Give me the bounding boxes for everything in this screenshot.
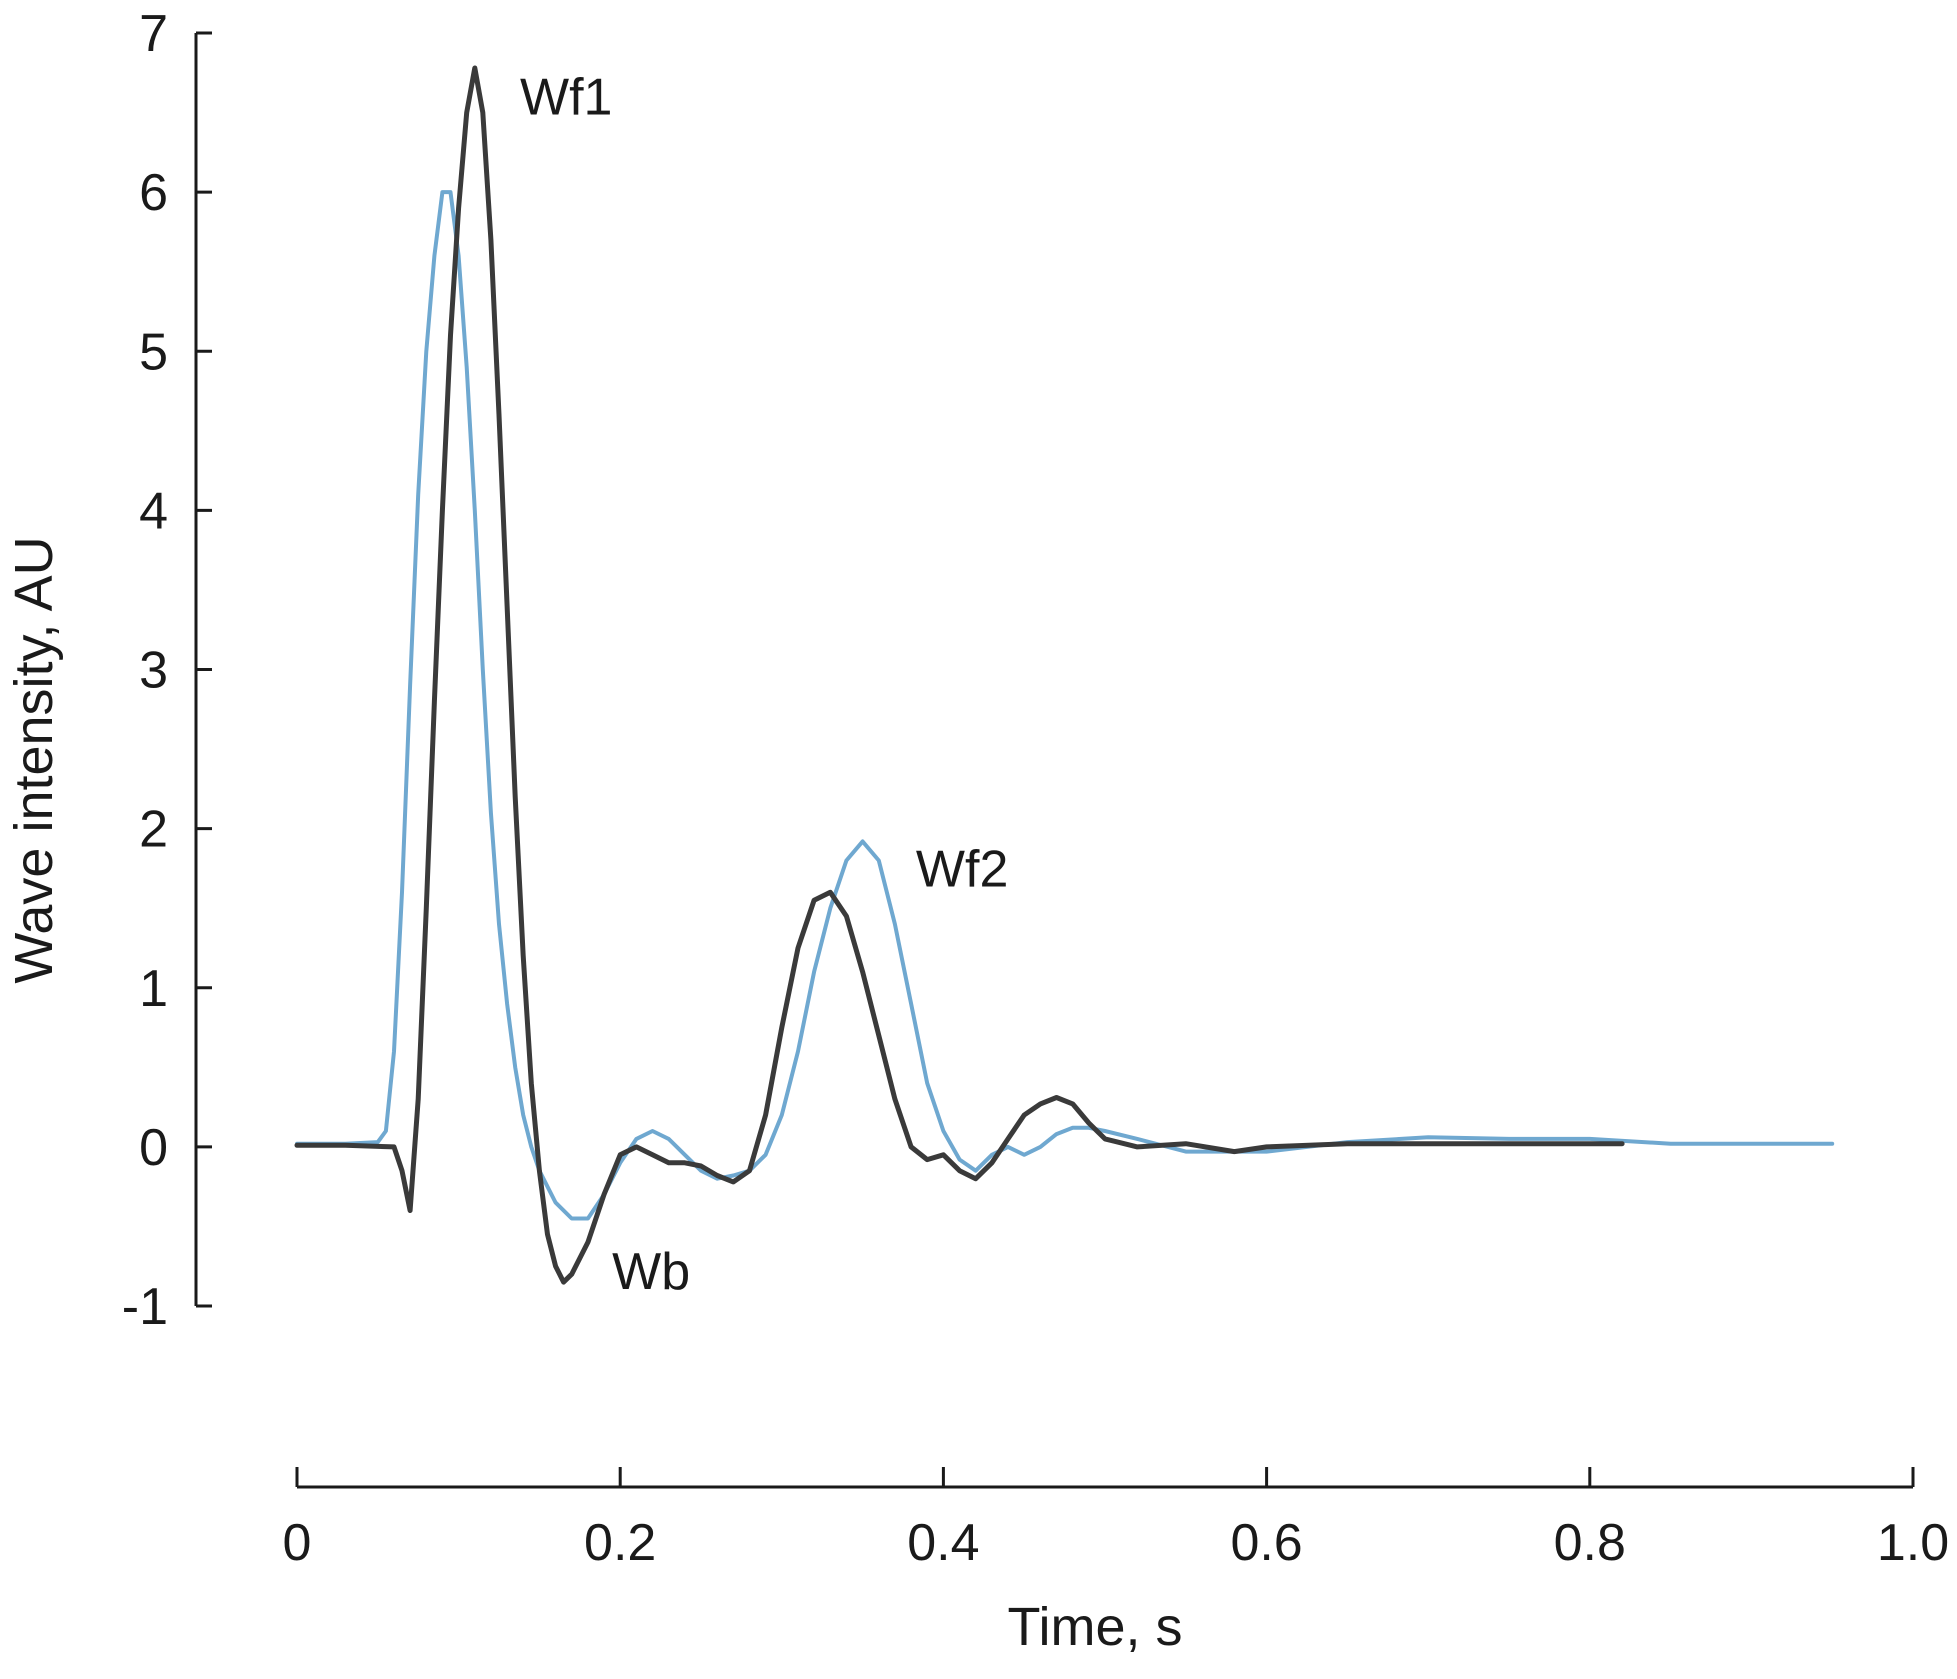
x-tick-label: 0 — [283, 1514, 312, 1572]
x-tick-label: 1.0 — [1877, 1514, 1949, 1572]
y-tick-label: 3 — [139, 642, 168, 700]
annotation-wf1: Wf1 — [520, 69, 612, 127]
annotations-layer: Wf1 Wf2 Wb — [520, 69, 1008, 1301]
y-tick-label: 6 — [139, 164, 168, 222]
y-tick-label: 1 — [139, 960, 168, 1018]
annotation-wb: Wb — [612, 1243, 690, 1301]
y-tick-label: 5 — [139, 323, 168, 381]
x-tick-label: 0.6 — [1230, 1514, 1302, 1572]
y-axis-label: Wave intensity, AU — [4, 536, 64, 983]
y-tick-label: 2 — [139, 801, 168, 859]
y-tick-label: 7 — [139, 5, 168, 63]
series-layer — [294, 65, 1835, 1285]
y-tick-label: 0 — [139, 1119, 168, 1177]
series-line-1 — [295, 190, 1835, 1221]
y-tick-label: -1 — [122, 1278, 168, 1336]
series-line-2 — [294, 65, 1625, 1285]
y-tick-label: 4 — [139, 482, 168, 540]
x-axis-label: Time, s — [1008, 1597, 1183, 1657]
x-tick-label: 0.8 — [1554, 1514, 1626, 1572]
x-tick-label: 0.4 — [907, 1514, 979, 1572]
x-tick-label: 0.2 — [584, 1514, 656, 1572]
ticks-layer: -1 0 1 2 3 4 5 6 7 0 0.2 0.4 0.6 0.8 1.0 — [122, 5, 1949, 1572]
annotation-wf2: Wf2 — [916, 840, 1008, 898]
